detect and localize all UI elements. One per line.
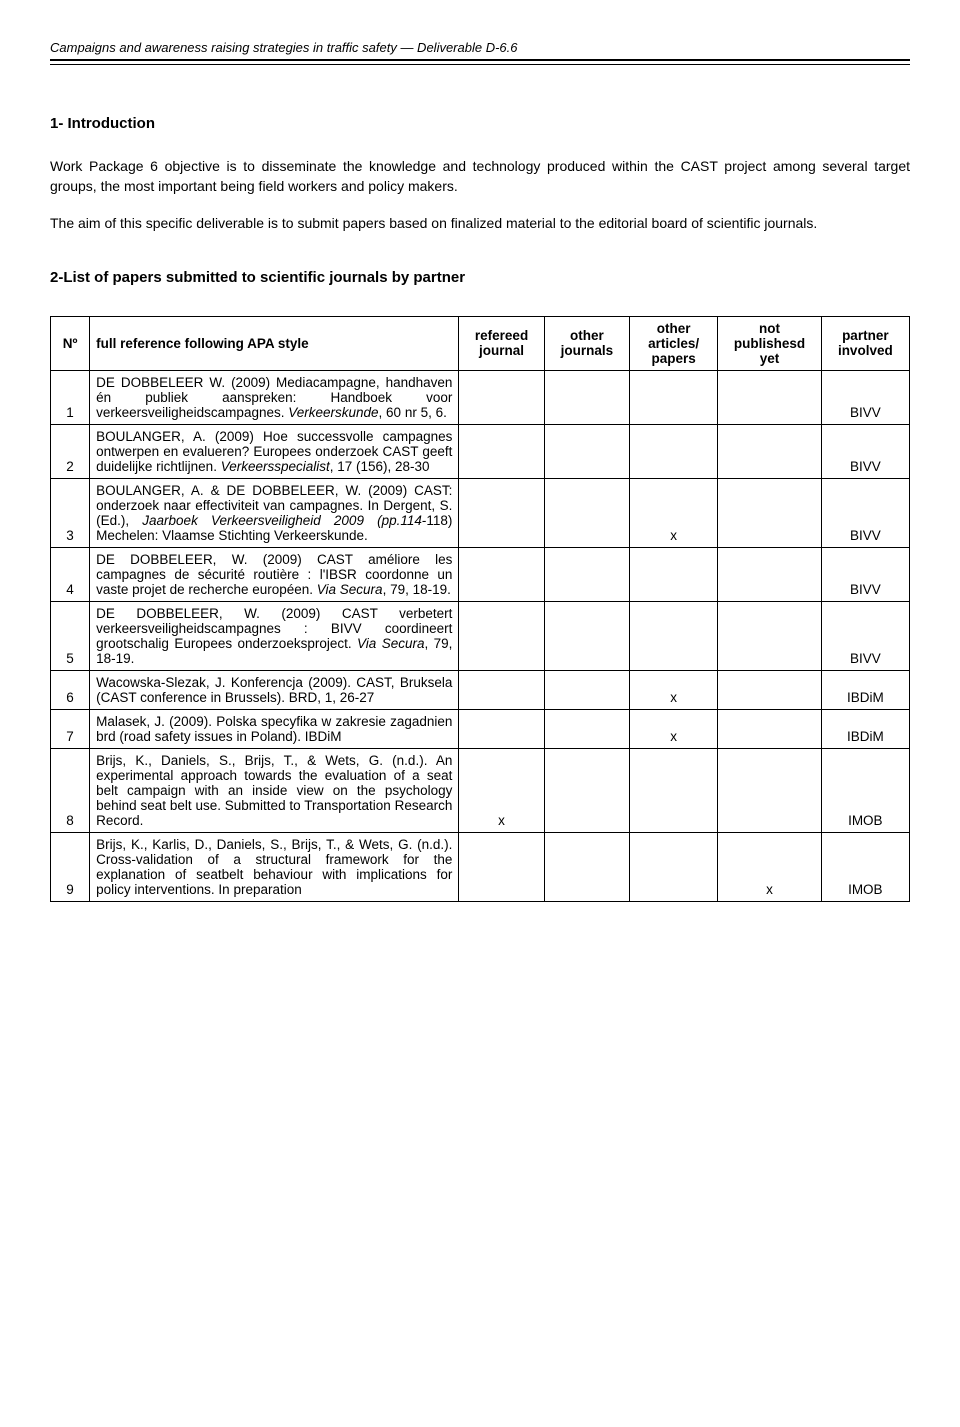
row-other-j xyxy=(544,370,629,424)
table-row: 6 Wacowska-Slezak, J. Konferencja (2009)… xyxy=(51,670,910,709)
col-header-no: Nº xyxy=(51,316,90,370)
row-no: 2 xyxy=(51,424,90,478)
row-other-j xyxy=(544,547,629,601)
page-header: Campaigns and awareness raising strategi… xyxy=(50,40,910,55)
row-articles xyxy=(630,370,718,424)
col-header-notpub: not publishesd yet xyxy=(718,316,821,370)
table-row: 1 DE DOBBELEER W. (2009) Mediacampagne, … xyxy=(51,370,910,424)
row-partner: IMOB xyxy=(821,832,909,901)
col-header-other-journals: other journals xyxy=(544,316,629,370)
section-2-title: 2-List of papers submitted to scientific… xyxy=(50,269,910,286)
section-1-p1: Work Package 6 objective is to dissemina… xyxy=(50,157,910,196)
row-refereed xyxy=(459,370,544,424)
row-articles xyxy=(630,424,718,478)
row-ref: DE DOBBELEER, W. (2009) CAST améliore le… xyxy=(90,547,459,601)
row-notpub xyxy=(718,370,821,424)
col-header-articles: other articles/ papers xyxy=(630,316,718,370)
row-articles xyxy=(630,832,718,901)
row-notpub xyxy=(718,670,821,709)
row-ref: Brijs, K., Daniels, S., Brijs, T., & Wet… xyxy=(90,748,459,832)
row-notpub xyxy=(718,547,821,601)
row-partner: BIVV xyxy=(821,547,909,601)
col-header-ref: full reference following APA style xyxy=(90,316,459,370)
row-other-j xyxy=(544,478,629,547)
row-ref: DE DOBBELEER, W. (2009) CAST verbetert v… xyxy=(90,601,459,670)
row-refereed xyxy=(459,424,544,478)
row-other-j xyxy=(544,601,629,670)
col-header-refereed: refereed journal xyxy=(459,316,544,370)
row-notpub xyxy=(718,601,821,670)
row-refereed xyxy=(459,478,544,547)
section-1-p2: The aim of this specific deliverable is … xyxy=(50,214,910,234)
row-partner: BIVV xyxy=(821,424,909,478)
table-row: 9 Brijs, K., Karlis, D., Daniels, S., Br… xyxy=(51,832,910,901)
row-no: 9 xyxy=(51,832,90,901)
header-divider xyxy=(50,59,910,65)
section-1-title: 1- Introduction xyxy=(50,115,910,132)
row-articles xyxy=(630,601,718,670)
row-other-j xyxy=(544,670,629,709)
col-header-partner: partner involved xyxy=(821,316,909,370)
row-refereed xyxy=(459,601,544,670)
row-other-j xyxy=(544,709,629,748)
row-no: 1 xyxy=(51,370,90,424)
row-no: 6 xyxy=(51,670,90,709)
row-notpub: x xyxy=(718,832,821,901)
row-partner: BIVV xyxy=(821,370,909,424)
row-partner: BIVV xyxy=(821,478,909,547)
row-refereed xyxy=(459,832,544,901)
table-row: 3 BOULANGER, A. & DE DOBBELEER, W. (2009… xyxy=(51,478,910,547)
row-refereed xyxy=(459,670,544,709)
row-ref: BOULANGER, A. (2009) Hoe successvolle ca… xyxy=(90,424,459,478)
row-refereed xyxy=(459,547,544,601)
row-ref: DE DOBBELEER W. (2009) Mediacampagne, ha… xyxy=(90,370,459,424)
table-row: 8 Brijs, K., Daniels, S., Brijs, T., & W… xyxy=(51,748,910,832)
row-notpub xyxy=(718,424,821,478)
row-no: 5 xyxy=(51,601,90,670)
row-notpub xyxy=(718,748,821,832)
row-partner: IBDiM xyxy=(821,709,909,748)
row-no: 7 xyxy=(51,709,90,748)
row-other-j xyxy=(544,748,629,832)
row-ref: Malasek, J. (2009). Polska specyfika w z… xyxy=(90,709,459,748)
row-no: 3 xyxy=(51,478,90,547)
table-row: 4 DE DOBBELEER, W. (2009) CAST améliore … xyxy=(51,547,910,601)
table-row: 2 BOULANGER, A. (2009) Hoe successvolle … xyxy=(51,424,910,478)
row-articles: x xyxy=(630,670,718,709)
row-articles: x xyxy=(630,709,718,748)
row-notpub xyxy=(718,709,821,748)
table-row: 5 DE DOBBELEER, W. (2009) CAST verbetert… xyxy=(51,601,910,670)
row-notpub xyxy=(718,478,821,547)
row-refereed: x xyxy=(459,748,544,832)
row-articles xyxy=(630,748,718,832)
row-no: 8 xyxy=(51,748,90,832)
row-ref: Brijs, K., Karlis, D., Daniels, S., Brij… xyxy=(90,832,459,901)
row-ref: BOULANGER, A. & DE DOBBELEER, W. (2009) … xyxy=(90,478,459,547)
row-ref: Wacowska-Slezak, J. Konferencja (2009). … xyxy=(90,670,459,709)
row-refereed xyxy=(459,709,544,748)
row-other-j xyxy=(544,424,629,478)
table-header-row: Nº full reference following APA style re… xyxy=(51,316,910,370)
row-other-j xyxy=(544,832,629,901)
row-articles xyxy=(630,547,718,601)
papers-table: Nº full reference following APA style re… xyxy=(50,316,910,902)
row-partner: IMOB xyxy=(821,748,909,832)
row-articles: x xyxy=(630,478,718,547)
row-partner: BIVV xyxy=(821,601,909,670)
row-partner: IBDiM xyxy=(821,670,909,709)
row-no: 4 xyxy=(51,547,90,601)
table-row: 7 Malasek, J. (2009). Polska specyfika w… xyxy=(51,709,910,748)
